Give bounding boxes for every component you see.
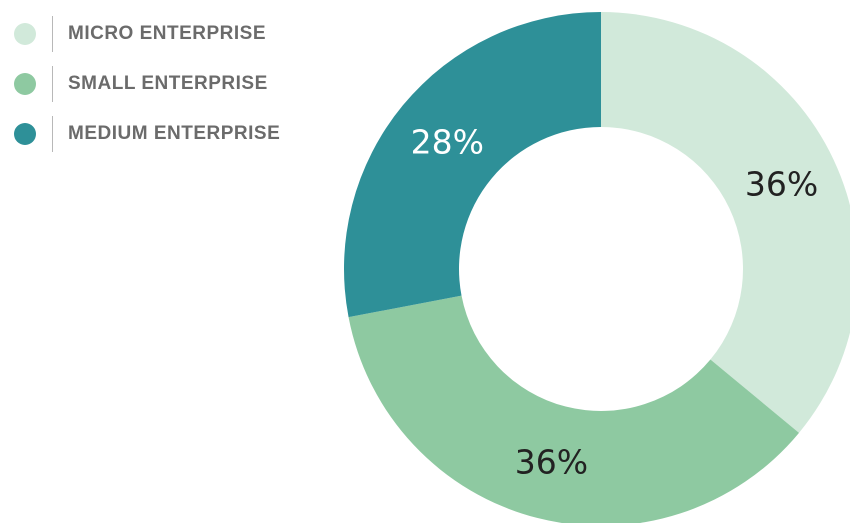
legend-swatch-small-enterprise: [14, 73, 36, 95]
chart-legend: MICRO ENTERPRISE SMALL ENTERPRISE MEDIUM…: [14, 16, 280, 166]
legend-label-medium-enterprise: MEDIUM ENTERPRISE: [68, 123, 281, 144]
data-label-small-enterprise: 36%: [515, 443, 588, 482]
legend-item-medium-enterprise: MEDIUM ENTERPRISE: [14, 116, 280, 152]
data-label-medium-enterprise: 28%: [411, 122, 484, 161]
legend-swatch-medium-enterprise: [14, 123, 36, 145]
donut-slice-micro-enterprise: [601, 12, 850, 433]
legend-label-small-enterprise: SMALL ENTERPRISE: [68, 73, 268, 94]
legend-divider: [52, 66, 53, 102]
data-label-micro-enterprise: 36%: [745, 165, 818, 204]
legend-divider: [52, 16, 53, 52]
donut-slice-small-enterprise: [348, 295, 800, 523]
donut-slice-medium-enterprise: [344, 12, 601, 318]
legend-divider: [52, 116, 53, 152]
legend-item-small-enterprise: SMALL ENTERPRISE: [14, 66, 280, 102]
legend-swatch-micro-enterprise: [14, 23, 36, 45]
legend-label-micro-enterprise: MICRO ENTERPRISE: [68, 23, 267, 44]
legend-item-micro-enterprise: MICRO ENTERPRISE: [14, 16, 280, 52]
